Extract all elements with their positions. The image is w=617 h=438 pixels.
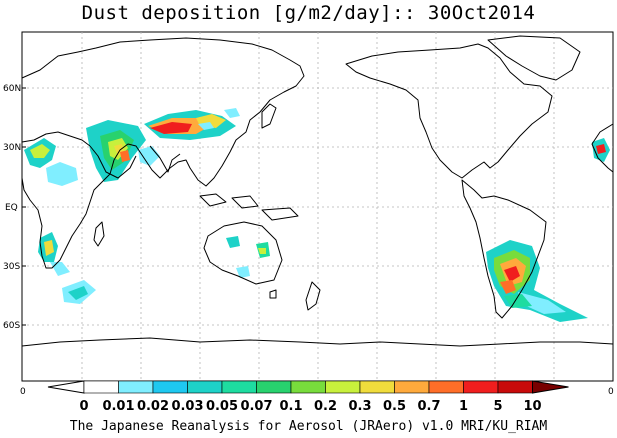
coastline-greenland (487, 35, 581, 81)
coastline-australia (203, 221, 283, 285)
coastline-west-africa (591, 123, 614, 173)
lat-label-eq: EQ (5, 203, 18, 213)
colorbar-level-label: 1 (459, 399, 468, 414)
colorbar-box (118, 380, 154, 394)
colorbar-box (152, 380, 188, 394)
colorbar-level-label: 0.5 (383, 399, 406, 414)
colorbar-box (221, 380, 257, 394)
colorbar-level-label: 0.05 (206, 399, 238, 414)
lat-label-60n: 60N (3, 84, 21, 94)
colorbar-box (359, 380, 395, 394)
lat-label-60s: 60S (3, 321, 20, 331)
coastline-north-america (345, 43, 553, 179)
lat-label-30n: 30N (3, 143, 21, 153)
colorbar-level-label: 0.3 (348, 399, 371, 414)
colorbar-level-label: 0.02 (137, 399, 169, 414)
colorbar-box (187, 380, 223, 394)
coastline-japan (261, 103, 277, 129)
colorbar-box (497, 380, 533, 394)
colorbar-box (256, 380, 292, 394)
colorbar-box (290, 380, 326, 394)
map-frame: 60N 30N EQ 30S 60S (3, 31, 614, 382)
lat-label-30s: 30S (3, 262, 20, 272)
colorbar-level-label: 0 (79, 399, 88, 414)
colorbar-box (83, 380, 119, 394)
coastline-eurasia-africa (21, 37, 305, 269)
dust-field (24, 108, 610, 322)
colorbar-level-label: 0.07 (240, 399, 272, 414)
coastlines (21, 35, 614, 347)
coastline-madagascar (93, 221, 105, 247)
colorbar-arrow-high (532, 380, 569, 394)
colorbar-edge-left: 0 (20, 387, 26, 397)
colorbar-box (394, 380, 430, 394)
graticule (22, 32, 613, 381)
colorbar-level-label: 0.2 (314, 399, 337, 414)
map-title: Dust deposition [g/m2/day]:: 30Oct2014 (81, 2, 536, 24)
coastline-new-zealand (305, 281, 321, 311)
colorbar-level-label: 10 (523, 399, 541, 414)
colorbar-level-label: 0.1 (279, 399, 302, 414)
dust-field-australia (226, 236, 240, 248)
coastline-south-america (461, 179, 547, 319)
colorbar-level-label: 0.7 (417, 399, 440, 414)
colorbar-arrow-low (47, 380, 85, 394)
colorbar-level-label: 0.03 (171, 399, 203, 414)
colorbar-level-label: 5 (493, 399, 502, 414)
colorbar-box (325, 380, 361, 394)
colorbar-box (463, 380, 499, 394)
colorbar-box (428, 380, 464, 394)
colorbar-boxes (47, 380, 569, 394)
colorbar-labels: 0 0.01 0.02 0.03 0.05 0.07 0.1 0.2 0.3 0.5 0.7 1 5 10 (79, 399, 541, 414)
footer-credit: The Japanese Reanalysis for Aerosol (JRA… (69, 419, 548, 434)
colorbar-edge-right: 0 (608, 387, 614, 397)
colorbar-level-label: 0.01 (102, 399, 134, 414)
coastline-antarctica (21, 337, 614, 347)
map-plot-area (21, 31, 614, 382)
